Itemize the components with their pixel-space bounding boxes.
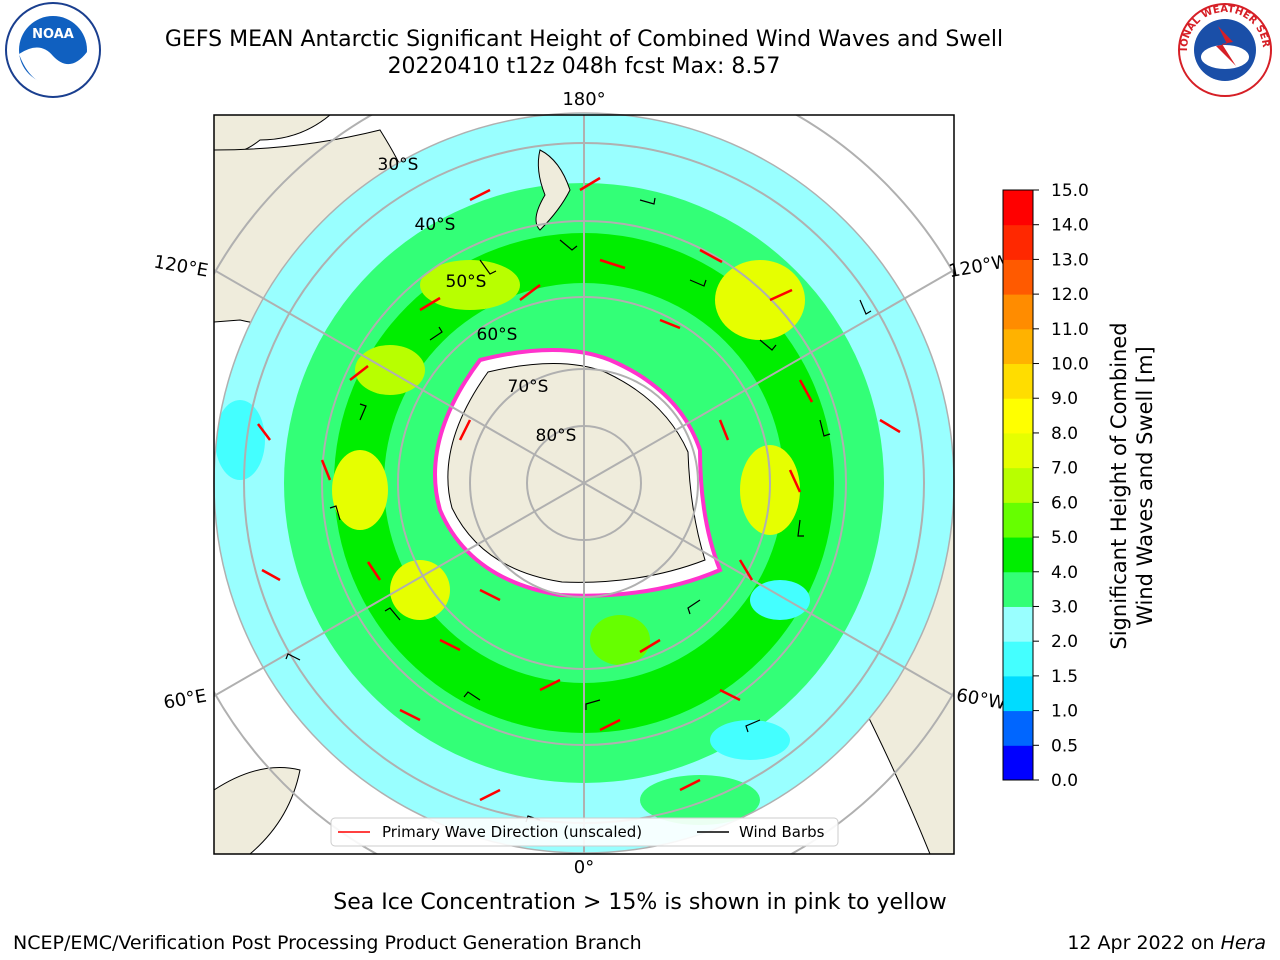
- colorbar-tick-label: 4.0: [1051, 563, 1078, 583]
- colorbar-segment: [1003, 432, 1033, 469]
- map-title: GEFS MEAN Antarctic Significant Height o…: [164, 27, 1004, 52]
- nws-logo: NATIONAL WEATHER SERVICE: [1170, 0, 1272, 97]
- lon-label-0: 0°: [574, 857, 594, 878]
- legend-wave-label: Primary Wave Direction (unscaled): [382, 823, 642, 841]
- colorbar-tick-label: 11.0: [1051, 320, 1089, 340]
- colorbar-tick-label: 0.0: [1051, 771, 1078, 791]
- lon-label-120w: 120°W: [947, 251, 1011, 282]
- lat-label-30s: 30°S: [378, 155, 419, 175]
- host-name: Hera: [1220, 932, 1266, 954]
- colorbar-segment: [1003, 224, 1033, 260]
- colorbar-tick-label: 10.0: [1051, 355, 1089, 375]
- lat-label-60s: 60°S: [477, 325, 518, 345]
- map-legend: Primary Wave Direction (unscaled) Wind B…: [330, 817, 839, 847]
- colorbar-tick-label: 2.0: [1051, 632, 1078, 652]
- colorbar-tick-label: 3.0: [1051, 597, 1078, 617]
- lon-label-60e: 60°E: [162, 685, 208, 713]
- colorbar-segment: [1003, 675, 1033, 712]
- map-subtitle: 20220410 t12z 048h fcst Max: 8.57: [387, 54, 781, 79]
- colorbar-segment: [1003, 710, 1033, 746]
- colorbar-tick-label: 9.0: [1051, 389, 1078, 409]
- sea-ice-note: Sea Ice Concentration > 15% is shown in …: [333, 890, 947, 915]
- date-text: 12 Apr 2022 on: [1067, 932, 1215, 954]
- colorbar-segment: [1003, 259, 1033, 295]
- colorbar-tick-label: 6.0: [1051, 493, 1078, 513]
- colorbar-segment: [1003, 190, 1033, 226]
- colorbar-segment: [1003, 294, 1033, 330]
- lat-label-70s: 70°S: [508, 377, 549, 397]
- lat-label-50s: 50°S: [446, 272, 487, 292]
- colorbar-tick-label: 1.0: [1051, 702, 1078, 722]
- credit-line: NCEP/EMC/Verification Post Processing Pr…: [13, 932, 642, 954]
- lat-label-40s: 40°S: [415, 215, 456, 235]
- colorbar-tick-label: 8.0: [1051, 424, 1078, 444]
- lon-label-120e: 120°E: [152, 251, 210, 281]
- colorbar-segment: [1003, 363, 1033, 399]
- colorbar-tick-label: 0.5: [1051, 736, 1078, 756]
- lon-label-180: 180°: [562, 89, 605, 110]
- colorbar-tick-label: 1.5: [1051, 667, 1078, 687]
- date-line: 12 Apr 2022 on Hera: [1067, 932, 1266, 954]
- noaa-logo: NOAA: [5, 2, 101, 98]
- legend-barb-label: Wind Barbs: [739, 823, 825, 841]
- noaa-logo-label: NOAA: [32, 27, 74, 42]
- colorbar-segment: [1003, 571, 1033, 607]
- colorbar-tick-label: 14.0: [1051, 216, 1089, 236]
- colorbar-tick-label: 15.0: [1051, 181, 1089, 201]
- colorbar-tick-label: 13.0: [1051, 250, 1089, 270]
- colorbar-segment: [1003, 537, 1033, 573]
- colorbar-tick-label: 12.0: [1051, 285, 1089, 305]
- colorbar-segment: [1003, 606, 1033, 642]
- colorbar-label-line2: Wind Waves and Swell [m]: [1133, 346, 1157, 626]
- colorbar-segment: [1003, 467, 1033, 503]
- lon-label-60w: 60°W: [955, 685, 1008, 714]
- colorbar-segment: [1003, 502, 1033, 538]
- colorbar-segment: [1003, 745, 1033, 781]
- colorbar-frame: [1002, 189, 1034, 781]
- colorbar-segment: [1003, 641, 1033, 677]
- colorbar-segment: [1003, 328, 1033, 365]
- colorbar-label-line1: Significant Height of Combined: [1107, 322, 1131, 649]
- colorbar: 0.0 0.5 1.0 1.5 2.0 3.0 4.0 5.0 6.0 7.0 8.0 9.0 10.0…: [1002, 181, 1089, 791]
- colorbar-tick-label: 7.0: [1051, 459, 1078, 479]
- colorbar-segment: [1003, 398, 1033, 434]
- lat-label-80s: 80°S: [536, 426, 577, 446]
- colorbar-tick-label: 5.0: [1051, 528, 1078, 548]
